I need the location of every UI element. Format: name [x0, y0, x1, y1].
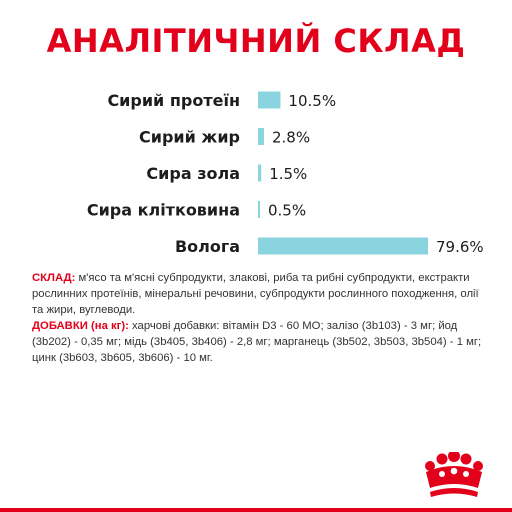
bar-category-label: Сирий жир — [139, 128, 240, 147]
bar — [258, 128, 264, 145]
bar-value-label: 2.8% — [272, 129, 310, 147]
bar — [258, 237, 428, 255]
bar-category-label: Сира клітковина — [87, 201, 240, 220]
additives-paragraph: ДОБАВКИ (на кг): харчові добавки: вітамі… — [32, 318, 484, 366]
bar-category-label: Волога — [175, 237, 240, 256]
bar — [258, 164, 262, 182]
footer-accent-bar — [0, 508, 512, 512]
bar-value-label: 1.5% — [269, 165, 307, 183]
page-title: АНАЛІТИЧНИЙ СКЛАД — [46, 22, 466, 60]
bar — [258, 91, 281, 109]
composition-block: СКЛАД: м'ясо та м'ясні субпродукти, злак… — [32, 270, 484, 366]
bar-category-label: Сира зола — [146, 164, 240, 183]
ingredients-text: м'ясо та м'ясні субпродукти, злакові, ри… — [32, 272, 479, 316]
bar-value-label: 0.5% — [268, 202, 306, 220]
bar-category-label: Сирий протеїн — [107, 91, 240, 110]
bar-value-label: 10.5% — [288, 92, 336, 110]
additives-text: харчові добавки: вітамін D3 - 60 МО; зал… — [32, 320, 482, 364]
additives-label: ДОБАВКИ (на кг): — [32, 320, 129, 332]
ingredients-paragraph: СКЛАД: м'ясо та м'ясні субпродукти, злак… — [32, 270, 484, 318]
ingredients-label: СКЛАД: — [32, 272, 76, 284]
royal-crown-icon — [425, 452, 483, 497]
bar — [258, 201, 260, 218]
analysis-bar-chart: Сирий протеїн 10.5% Сирий жир 2.8% Сира зола… — [87, 91, 484, 256]
bar-value-label: 79.6% — [436, 238, 484, 256]
